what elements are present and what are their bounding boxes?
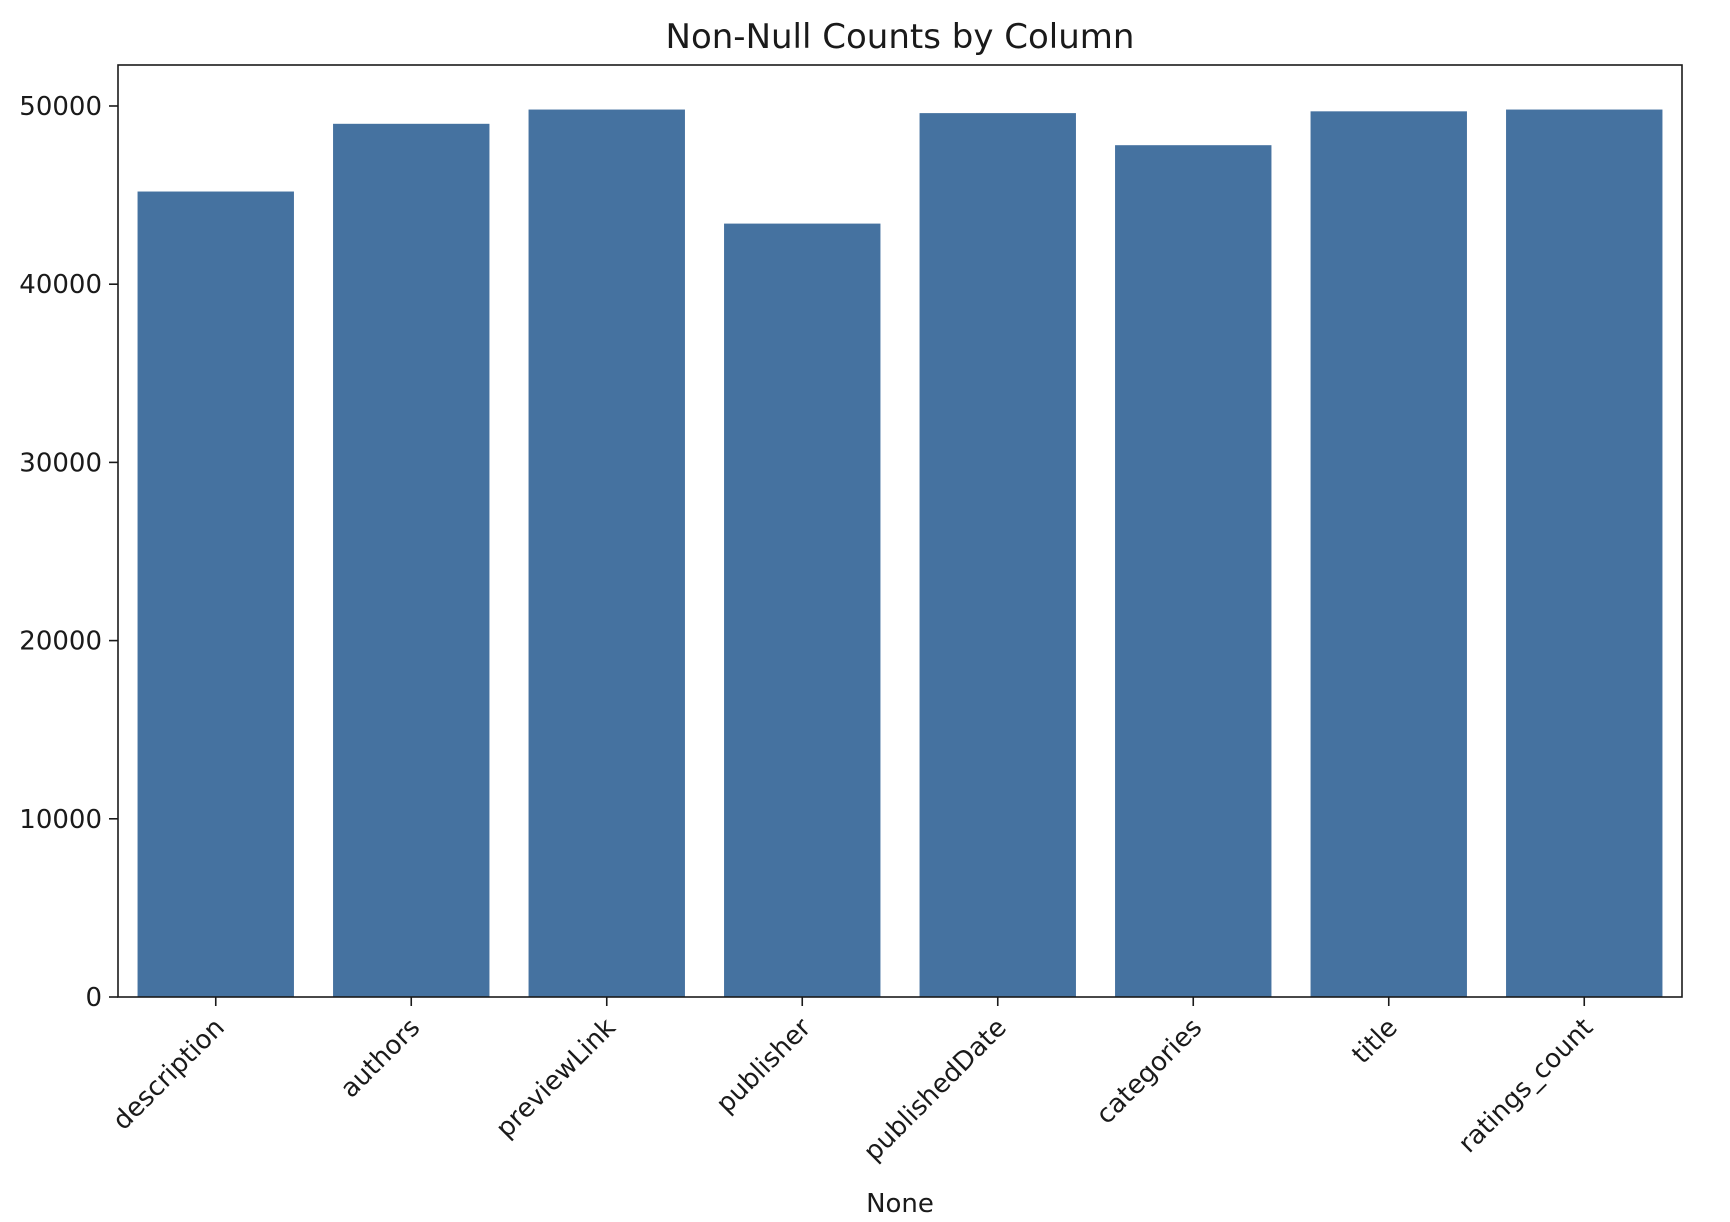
x-tick-label: authors [335, 1013, 426, 1104]
bar-publisher [724, 223, 881, 997]
bars-group [137, 109, 1663, 998]
x-tick-label: publisher [711, 1013, 818, 1120]
bar-previewLink [528, 109, 685, 998]
y-tick-label: 40000 [19, 270, 102, 300]
y-tick-label: 50000 [19, 92, 102, 122]
x-tick-label: categories [1091, 1013, 1209, 1131]
bar-description [137, 191, 294, 997]
y-tick-label: 20000 [19, 627, 102, 657]
y-tick-label: 30000 [19, 448, 102, 478]
chart-title: Non-Null Counts by Column [666, 17, 1135, 57]
bar-authors [333, 123, 490, 997]
x-tick-label: previewLink [490, 1013, 621, 1144]
bar-categories [1115, 145, 1272, 997]
x-tick-label: description [107, 1013, 230, 1136]
x-tick-label: title [1347, 1013, 1404, 1070]
y-tick-label: 10000 [19, 805, 102, 835]
y-tick-label: 0 [85, 983, 102, 1013]
bar-publishedDate [919, 113, 1076, 997]
bar-ratings_count [1506, 109, 1663, 998]
x-tick-label: ratings_count [1453, 1013, 1599, 1159]
x-tick-label: publishedDate [858, 1013, 1013, 1168]
x-axis-label: None [866, 1189, 934, 1219]
plot-frame [117, 64, 1683, 998]
bar-title [1310, 111, 1467, 997]
y-axis-ticks: 0 10000 20000 30000 40000 50000 [19, 92, 118, 1013]
x-axis-ticks: description authors previewLink publisher pu… [107, 997, 1599, 1167]
